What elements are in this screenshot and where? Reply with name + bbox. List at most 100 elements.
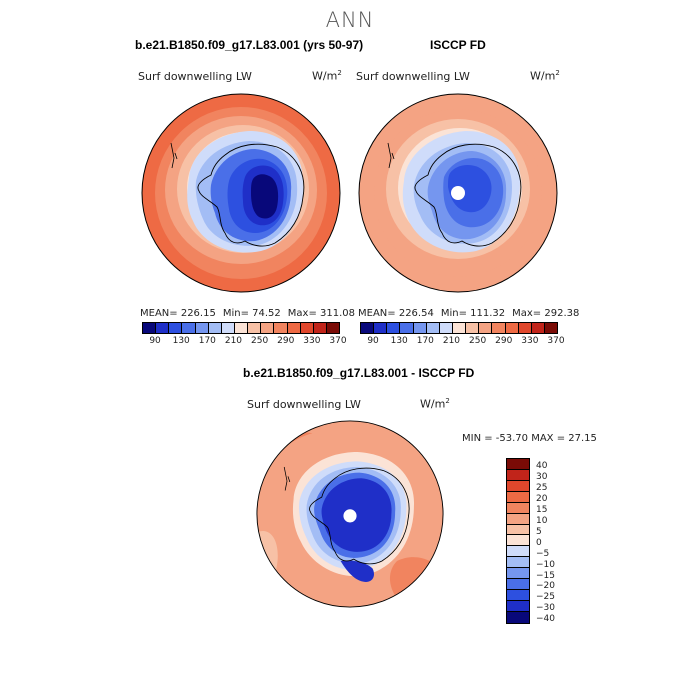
colorbar-swatch (507, 546, 529, 558)
colorbar-tick-label: 330 (521, 336, 539, 346)
panel2-colorbar (360, 322, 558, 334)
colorbar-tick-label: 170 (416, 336, 434, 346)
colorbar-swatch (439, 323, 453, 333)
panel3-coastline (309, 467, 410, 565)
colorbar-swatch (182, 323, 196, 333)
colorbar-tick-label: 25 (536, 483, 548, 494)
panel1-mean: MEAN= 226.15 (140, 308, 216, 319)
colorbar-swatch (234, 323, 249, 333)
colorbar-swatch (507, 469, 529, 481)
panel2-title: ISCCP FD (430, 38, 486, 52)
colorbar-tick-label: 250 (251, 336, 269, 346)
colorbar-tick-label: 210 (224, 336, 243, 346)
colorbar-swatch (492, 323, 506, 333)
colorbar-tick-label: −5 (536, 548, 550, 559)
panel2-pole-missing (451, 186, 465, 200)
panel1-min: Min= 74.52 (222, 308, 281, 319)
colorbar-swatch (507, 480, 529, 492)
colorbar-swatch (479, 323, 493, 333)
panel1-units-label: W/m2 (312, 69, 342, 83)
colorbar-swatch (507, 590, 529, 601)
panel3-south-america-tip (283, 466, 291, 491)
panel1-map-border (141, 93, 341, 293)
colorbar-tick-label: 130 (172, 336, 190, 346)
colorbar-swatch (452, 323, 467, 333)
colorbar-swatch (531, 323, 545, 333)
colorbar-swatch (195, 323, 209, 333)
panel1-coastline (197, 143, 305, 247)
colorbar-swatch (313, 323, 327, 333)
colorbar-tick-label: 290 (277, 336, 295, 346)
colorbar-swatch (208, 323, 222, 333)
panel3-polar-map (256, 420, 444, 608)
colorbar-tick-label: 90 (367, 336, 379, 346)
colorbar-swatch (507, 535, 529, 547)
colorbar-swatch (507, 491, 529, 503)
colorbar-swatch (143, 323, 157, 333)
panel3-pole-missing (343, 509, 357, 523)
colorbar-swatch (507, 502, 529, 514)
colorbar-tick-label: −15 (536, 570, 555, 581)
panel2-variable-label: Surf downwelling LW (356, 70, 470, 83)
panel1-stats: MEAN= 226.15 Min= 74.52 Max= 311.08 (140, 308, 362, 319)
panel3-variable-label: Surf downwelling LW (247, 398, 361, 411)
colorbar-tick-label: −20 (536, 581, 555, 592)
colorbar-swatch (507, 513, 529, 525)
colorbar-swatch (507, 600, 529, 612)
colorbar-swatch (156, 323, 170, 333)
panel1-field-core (251, 174, 279, 219)
colorbar-tick-label: 370 (547, 336, 565, 346)
panel2-colorbar-ticks: 90 130 170 210 250 290 330 370 (360, 336, 564, 348)
colorbar-tick-label: 90 (149, 336, 161, 346)
colorbar-swatch (326, 323, 340, 333)
colorbar-swatch (507, 524, 529, 536)
colorbar-swatch (507, 579, 529, 591)
panel2-polar-map (358, 93, 558, 293)
colorbar-tick-label: 40 (536, 461, 548, 472)
colorbar-swatch (507, 459, 529, 470)
colorbar-swatch (505, 323, 519, 333)
colorbar-tick-label: −30 (536, 603, 555, 614)
colorbar-tick-label: −40 (536, 614, 555, 625)
panel2-field-land3 (448, 165, 492, 213)
colorbar-swatch (287, 323, 301, 333)
colorbar-tick-label: 290 (495, 336, 513, 346)
colorbar-swatch (400, 323, 414, 333)
panel3-colorbar (506, 458, 530, 624)
colorbar-swatch (507, 557, 529, 569)
colorbar-tick-label: 370 (329, 336, 347, 346)
panel1-south-america-tip (170, 142, 178, 169)
colorbar-swatch (507, 568, 529, 580)
colorbar-tick-label: 130 (390, 336, 408, 346)
panel2-stats: MEAN= 226.54 Min= 111.32 Max= 292.38 (358, 308, 586, 319)
panel1-variable-label: Surf downwelling LW (138, 70, 252, 83)
panel3-field-land2 (321, 478, 392, 552)
panel3-units-label: W/m2 (420, 397, 450, 411)
colorbar-swatch (274, 323, 288, 333)
panel2-map-border (358, 93, 558, 293)
colorbar-swatch (518, 323, 532, 333)
figure-title: ANN (325, 8, 375, 32)
colorbar-swatch (544, 323, 558, 333)
panel3-field-patch-se (389, 557, 443, 599)
panel1-polar-map (141, 93, 341, 293)
colorbar-tick-label: −10 (536, 559, 555, 570)
colorbar-swatch (221, 323, 235, 333)
colorbar-swatch (361, 323, 375, 333)
colorbar-swatch (466, 323, 480, 333)
panel1-title: b.e21.B1850.f09_g17.L83.001 (yrs 50-97) (135, 38, 364, 52)
panel3-field-ross (340, 560, 375, 582)
panel1-colorbar-ticks: 90 130 170 210 250 290 330 370 (142, 336, 346, 348)
colorbar-tick-label: −25 (536, 592, 555, 603)
colorbar-swatch (374, 323, 388, 333)
colorbar-swatch (261, 323, 275, 333)
panel2-mean: MEAN= 226.54 (358, 308, 434, 319)
colorbar-tick-label: 20 (536, 494, 548, 504)
colorbar-tick-label: 30 (536, 472, 548, 483)
colorbar-tick-label: 10 (536, 515, 548, 526)
colorbar-tick-label: 170 (198, 336, 216, 346)
panel2-south-america-tip (387, 142, 395, 169)
colorbar-swatch (413, 323, 427, 333)
colorbar-tick-label: 210 (442, 336, 461, 346)
panel3-map-border (256, 420, 444, 608)
